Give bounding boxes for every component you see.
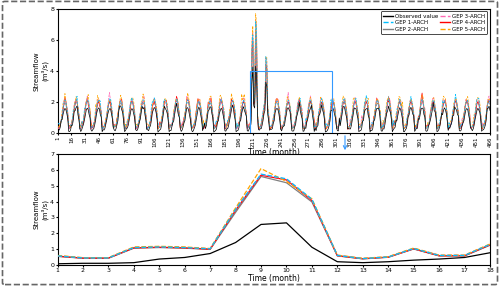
X-axis label: Time (month): Time (month): [248, 274, 300, 283]
X-axis label: Time (month): Time (month): [248, 148, 300, 157]
Y-axis label: Streamflow
(m³/s): Streamflow (m³/s): [34, 190, 48, 229]
Bar: [250, 71, 332, 133]
Legend: Observed value, GEP 1-ARCH, GEP 2-ARCH, GEP 3-ARCH, GEP 4-ARCH, GEP 5-ARCH: Observed value, GEP 1-ARCH, GEP 2-ARCH, …: [381, 11, 487, 34]
Y-axis label: Streamflow
(m³/s): Streamflow (m³/s): [34, 51, 48, 91]
